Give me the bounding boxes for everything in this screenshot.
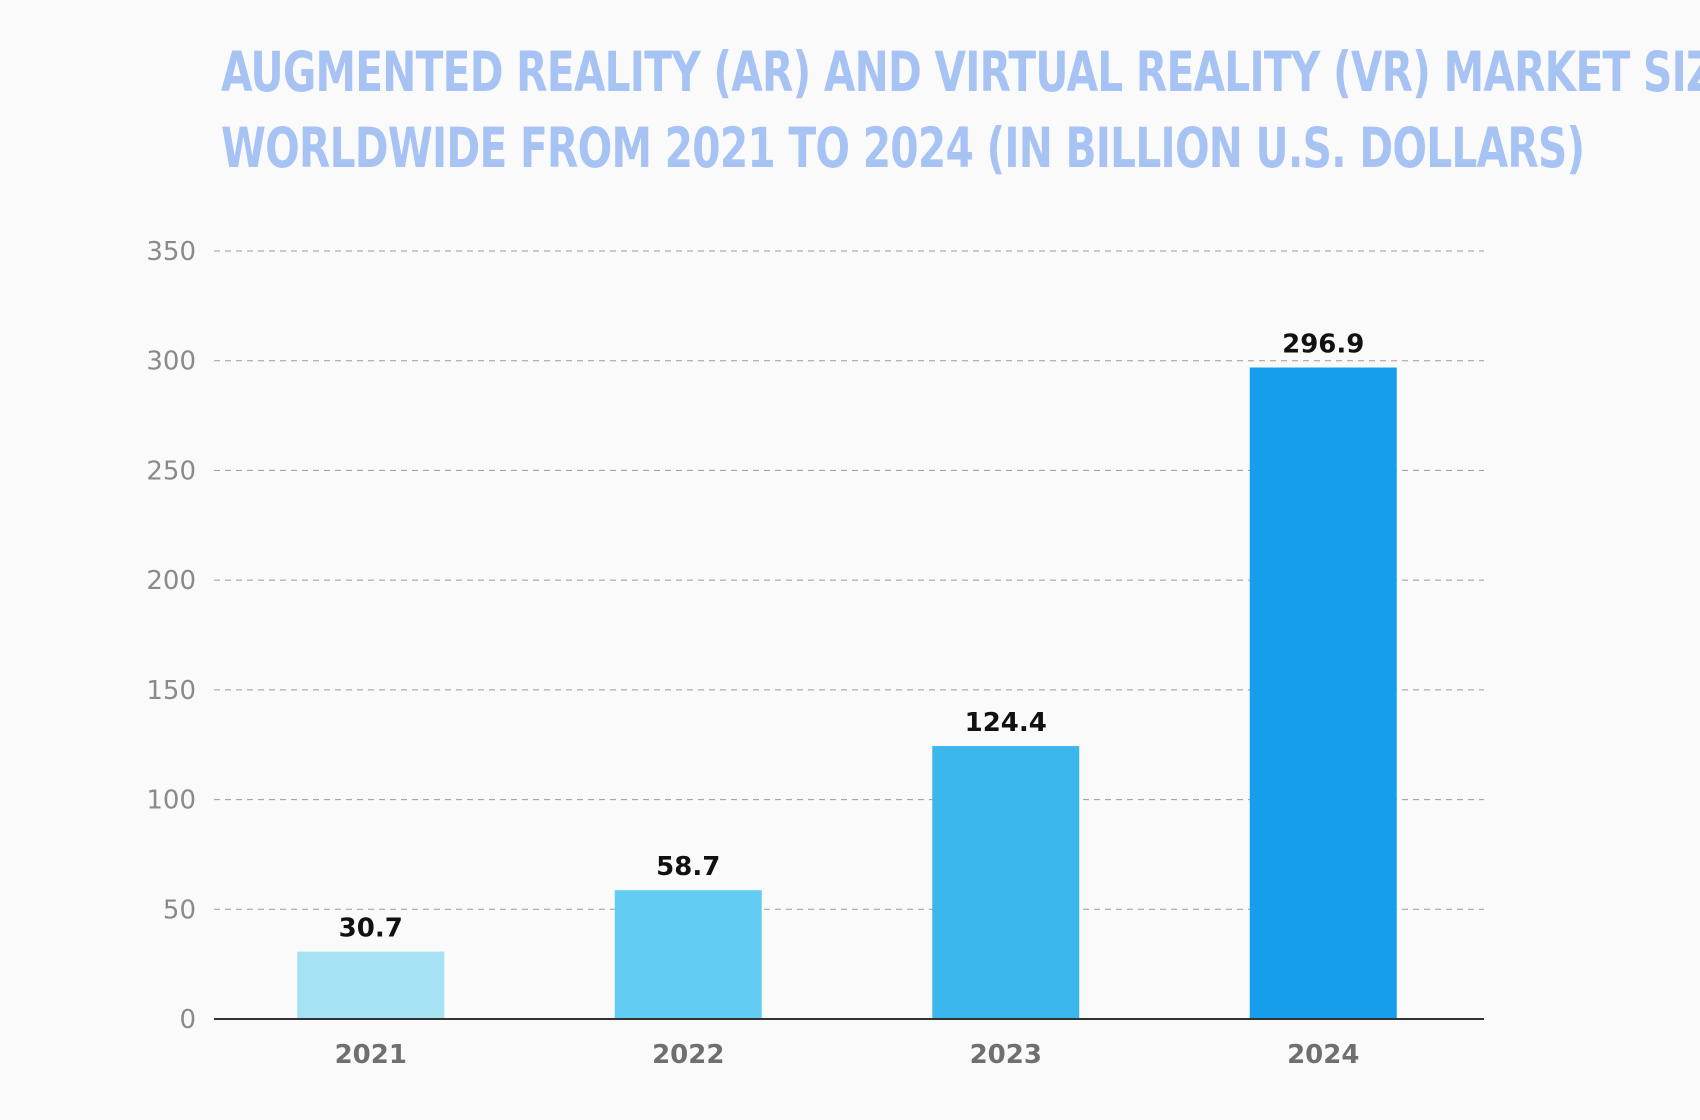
y-tick-label-100: 100 bbox=[146, 786, 196, 816]
chart-title-line-2: WORLDWIDE FROM 2021 TO 2024 (IN BILLION … bbox=[221, 116, 1585, 180]
x-tick-label-2021: 2021 bbox=[335, 1040, 407, 1070]
y-tick-label-150: 150 bbox=[146, 676, 196, 706]
y-tick-label-350: 350 bbox=[146, 237, 196, 267]
chart-title: AUGMENTED REALITY (AR) AND VIRTUAL REALI… bbox=[0, 34, 1700, 186]
bar-2024 bbox=[1249, 367, 1397, 1019]
data-label-2023: 124.4 bbox=[965, 708, 1047, 738]
y-tick-label-200: 200 bbox=[146, 566, 196, 596]
x-tick-label-2023: 2023 bbox=[970, 1040, 1042, 1070]
y-tick-label-0: 0 bbox=[179, 1005, 196, 1035]
y-tick-label-300: 300 bbox=[146, 347, 196, 377]
chart-title-line-1: AUGMENTED REALITY (AR) AND VIRTUAL REALI… bbox=[221, 40, 1700, 104]
x-tick-label-2022: 2022 bbox=[652, 1040, 724, 1070]
data-label-2024: 296.9 bbox=[1282, 330, 1364, 360]
bar-2022 bbox=[614, 890, 762, 1019]
bar-2021 bbox=[297, 951, 445, 1019]
data-label-2022: 58.7 bbox=[656, 852, 720, 882]
y-tick-label-50: 50 bbox=[163, 895, 196, 925]
x-tick-label-2024: 2024 bbox=[1287, 1040, 1359, 1070]
data-label-2021: 30.7 bbox=[339, 914, 403, 944]
y-tick-label-250: 250 bbox=[146, 456, 196, 486]
bar-2023 bbox=[932, 746, 1080, 1019]
